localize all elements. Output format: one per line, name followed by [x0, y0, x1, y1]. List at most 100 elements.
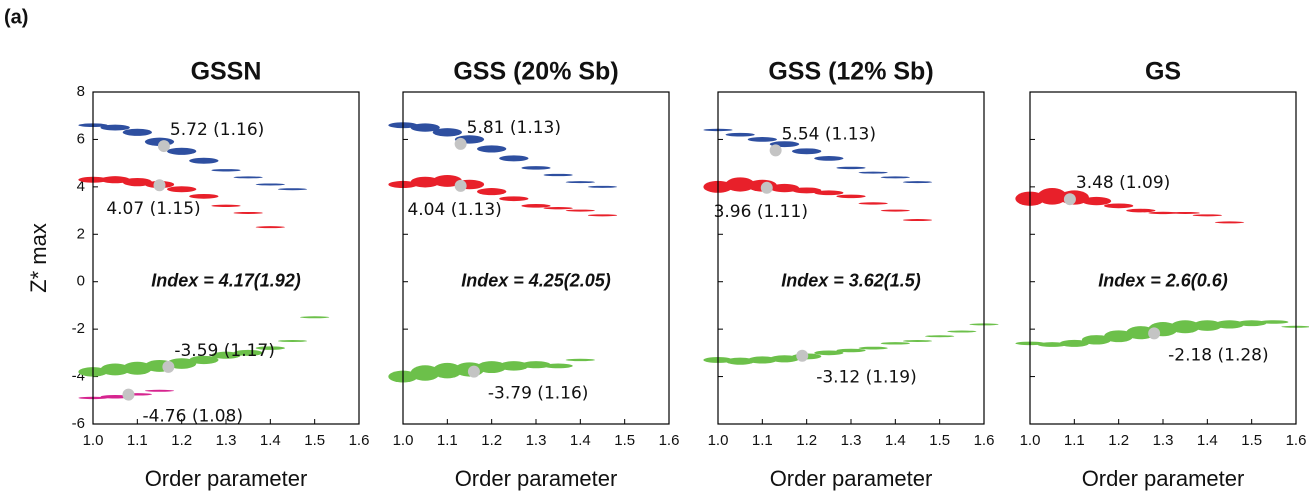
band-segment	[880, 342, 910, 345]
index-annotation: Index = 2.6(0.6)	[1098, 270, 1228, 290]
mean-label: 5.72 (1.16)	[170, 120, 264, 140]
x-tick-label: 1.6	[349, 432, 370, 449]
x-tick-label: 1.3	[216, 432, 237, 449]
band-segment	[100, 124, 130, 131]
x-tick-label: 1.6	[1286, 432, 1307, 449]
band-segment	[189, 355, 219, 365]
x-tick-label: 1.1	[437, 432, 458, 449]
x-tick-label: 1.2	[1108, 432, 1129, 449]
plot-frame	[1029, 91, 1297, 425]
band-segment	[122, 361, 152, 375]
band-segment	[814, 190, 844, 196]
x-tick-label: 1.1	[752, 432, 773, 449]
band-segment	[1192, 320, 1222, 331]
band-segment	[100, 363, 130, 376]
band-segment	[587, 214, 618, 217]
band-segment	[233, 176, 263, 179]
mean-label: 3.48 (1.09)	[1076, 173, 1170, 193]
band-segment	[769, 355, 800, 363]
band-segment	[947, 330, 977, 333]
y-tick-label: 0	[77, 273, 85, 290]
band-segment	[499, 155, 529, 162]
band-segment	[255, 226, 285, 229]
mean-label: 4.04 (1.13)	[407, 200, 501, 220]
band-segment	[122, 128, 152, 136]
band-segment	[100, 176, 130, 184]
band-segment	[1104, 330, 1134, 343]
x-tick-label: 1.5	[929, 432, 950, 449]
x-tick-label: 1.1	[1064, 432, 1085, 449]
mean-point	[796, 349, 809, 362]
band-segment	[521, 361, 551, 369]
x-tick-label: 1.1	[127, 432, 148, 449]
y-tick-label: 2	[77, 225, 85, 242]
mean-label: -3.79 (1.16)	[488, 384, 589, 404]
band-segment	[1214, 221, 1245, 224]
band-segment	[1104, 203, 1134, 209]
band-segment	[858, 346, 888, 350]
x-tick-label: 1.0	[708, 432, 729, 449]
mean-point	[760, 181, 773, 194]
mean-label: -2.18 (1.28)	[1168, 345, 1269, 365]
band-segment	[477, 361, 507, 374]
x-tick-label: 1.4	[570, 432, 591, 449]
band-segment	[836, 166, 866, 170]
band-segment	[432, 128, 462, 137]
band-segment	[432, 362, 462, 379]
band-segment	[211, 204, 241, 208]
band-segment	[792, 148, 822, 155]
x-tick-label: 1.3	[526, 432, 547, 449]
plot-frame	[717, 91, 985, 425]
mean-label: 5.81 (1.13)	[467, 118, 561, 138]
band-segment	[587, 185, 618, 188]
panel-title: GSS (12% Sb)	[768, 58, 933, 86]
mean-point	[454, 137, 467, 150]
band-segment	[747, 356, 777, 364]
band-segment	[410, 176, 440, 188]
band-segment	[432, 175, 462, 187]
band-segment	[233, 349, 263, 356]
index-annotation: Index = 3.62(1.5)	[781, 270, 921, 290]
band-segment	[1281, 325, 1309, 328]
band-segment	[167, 358, 197, 369]
mean-label: 3.96 (1.11)	[714, 202, 808, 222]
band-segment	[836, 194, 866, 199]
band-segment	[565, 358, 595, 362]
x-axis-label: Order parameter	[770, 466, 933, 491]
band-segment	[255, 346, 285, 350]
mean-label: 4.07 (1.15)	[106, 199, 200, 219]
x-tick-label: 1.2	[796, 432, 817, 449]
x-tick-label: 1.5	[1241, 432, 1262, 449]
band-segment	[814, 156, 844, 161]
band-segment	[858, 202, 888, 205]
band-segment	[1148, 211, 1178, 215]
band-segment	[543, 207, 573, 210]
x-tick-label: 1.0	[393, 432, 414, 449]
band-segment	[1192, 214, 1222, 217]
x-tick-label: 1.3	[1153, 432, 1174, 449]
band-segment	[880, 209, 910, 212]
band-segment	[1059, 339, 1089, 347]
band-segment	[477, 145, 507, 153]
mean-point	[122, 388, 135, 401]
band-segment	[122, 177, 152, 187]
band-segment	[410, 123, 440, 132]
band-segment	[792, 187, 822, 194]
mean-point	[162, 360, 175, 373]
band-segment	[814, 350, 844, 356]
band-segment	[769, 183, 800, 193]
panel-title: GS	[1145, 58, 1181, 86]
panel-label: (a)	[4, 6, 28, 28]
y-tick-label: -2	[72, 320, 85, 337]
band-segment	[1081, 196, 1112, 206]
mean-point	[769, 144, 782, 157]
mean-point	[467, 365, 480, 378]
band-segment	[1170, 320, 1200, 334]
band-segment	[1037, 342, 1067, 347]
band-segment	[167, 186, 197, 193]
x-tick-label: 1.0	[1020, 432, 1041, 449]
band-segment	[1259, 320, 1289, 324]
band-segment	[233, 211, 263, 214]
x-axis-label: Order parameter	[1082, 466, 1245, 491]
mean-point	[153, 179, 166, 192]
